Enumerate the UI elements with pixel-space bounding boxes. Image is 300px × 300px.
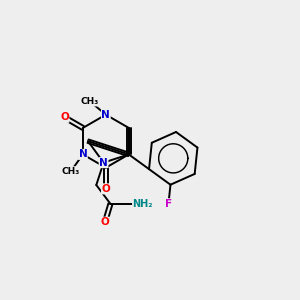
Text: O: O xyxy=(60,112,69,122)
Text: NH₂: NH₂ xyxy=(133,199,153,209)
Text: O: O xyxy=(101,184,110,194)
Text: CH₃: CH₃ xyxy=(62,167,80,176)
Text: CH₃: CH₃ xyxy=(81,97,99,106)
Text: N: N xyxy=(79,149,87,159)
Text: O: O xyxy=(100,217,109,227)
Text: N: N xyxy=(99,158,108,168)
Text: N: N xyxy=(101,110,110,120)
Text: F: F xyxy=(165,199,172,209)
